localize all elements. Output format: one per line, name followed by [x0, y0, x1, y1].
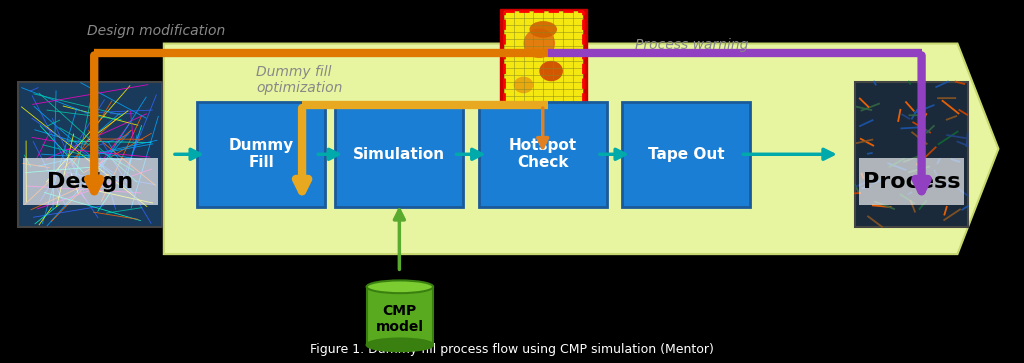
- Text: Design modification: Design modification: [87, 24, 225, 38]
- Text: Process warning: Process warning: [635, 38, 749, 52]
- FancyBboxPatch shape: [479, 102, 606, 207]
- Text: Simulation: Simulation: [353, 147, 445, 162]
- Text: Hotspot
Check: Hotspot Check: [509, 138, 577, 171]
- FancyBboxPatch shape: [500, 9, 587, 105]
- Ellipse shape: [367, 281, 433, 293]
- FancyBboxPatch shape: [23, 158, 158, 205]
- FancyBboxPatch shape: [504, 11, 583, 103]
- Text: Dummy
Fill: Dummy Fill: [228, 138, 294, 171]
- FancyBboxPatch shape: [623, 102, 750, 207]
- FancyBboxPatch shape: [855, 82, 968, 227]
- Text: Design: Design: [47, 171, 133, 192]
- FancyBboxPatch shape: [197, 102, 326, 207]
- Ellipse shape: [523, 28, 555, 58]
- Ellipse shape: [529, 21, 557, 38]
- Text: CMP
model: CMP model: [376, 303, 424, 334]
- Text: Dummy fill
optimization: Dummy fill optimization: [256, 65, 342, 95]
- Text: Tape Out: Tape Out: [648, 147, 724, 162]
- FancyBboxPatch shape: [859, 158, 964, 205]
- FancyBboxPatch shape: [18, 82, 162, 227]
- Ellipse shape: [540, 61, 563, 81]
- Ellipse shape: [367, 338, 433, 351]
- Text: Process: Process: [862, 171, 961, 192]
- Ellipse shape: [514, 77, 534, 93]
- Polygon shape: [164, 44, 998, 254]
- Text: Figure 1. Dummy fill process flow using CMP simulation (Mentor): Figure 1. Dummy fill process flow using …: [310, 343, 714, 356]
- FancyBboxPatch shape: [336, 102, 463, 207]
- FancyBboxPatch shape: [367, 287, 433, 345]
